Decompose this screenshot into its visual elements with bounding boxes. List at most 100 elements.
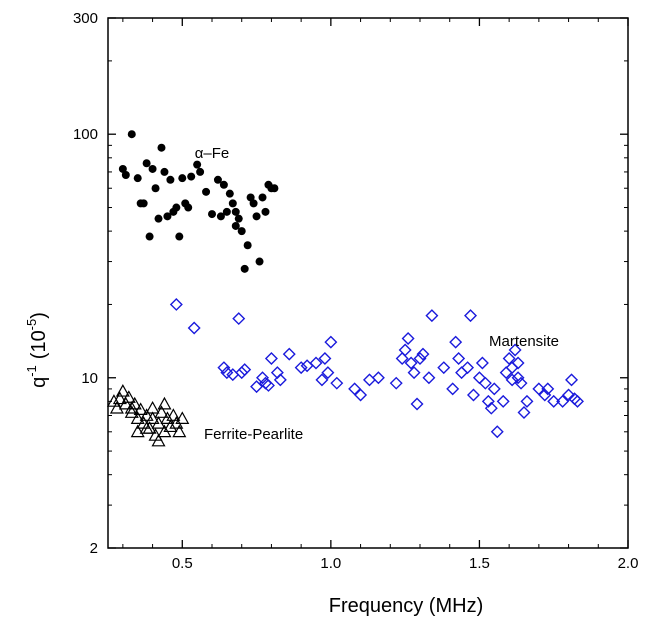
data-point [157, 143, 166, 152]
data-point [172, 424, 187, 438]
data-point [226, 368, 240, 382]
data-point [520, 394, 534, 408]
data-point [514, 376, 528, 390]
data-point [475, 356, 489, 370]
data-point [163, 419, 178, 433]
data-point [410, 397, 424, 411]
data-point [154, 405, 169, 418]
data-point [324, 335, 338, 349]
data-point [169, 416, 184, 429]
data-point [133, 402, 148, 416]
data-point [130, 424, 145, 438]
data-point [217, 361, 231, 375]
data-point [130, 411, 145, 424]
data-point [160, 411, 175, 424]
data-point [455, 366, 469, 380]
data-point [124, 405, 139, 418]
data-point [235, 366, 249, 380]
data-point [225, 189, 234, 198]
data-point [541, 382, 555, 396]
data-point [187, 321, 201, 335]
data-point [490, 425, 504, 439]
data-point [294, 361, 308, 375]
data-point [106, 394, 121, 407]
y-tick-label: 300 [73, 10, 98, 27]
data-point [208, 210, 216, 219]
y-tick-label: 2 [90, 540, 98, 557]
data-point [502, 351, 516, 365]
series-martensite [169, 297, 584, 439]
y-tick-label: 100 [73, 126, 98, 143]
series--fe [118, 130, 279, 273]
data-point [437, 361, 451, 375]
x-tick-label: 1.5 [469, 555, 490, 572]
data-point [261, 207, 270, 216]
data-point [213, 175, 222, 184]
data-point [142, 159, 151, 168]
data-point [422, 371, 436, 385]
data-point [446, 382, 460, 396]
data-point [315, 373, 329, 387]
data-point [145, 411, 160, 424]
data-point [252, 212, 261, 221]
data-point [166, 408, 181, 421]
data-point [243, 241, 252, 250]
data-point [133, 174, 142, 183]
data-point [121, 390, 136, 403]
data-point [166, 175, 175, 184]
x-tick-label: 0.5 [172, 555, 193, 572]
data-point [413, 351, 427, 365]
data-point [172, 203, 181, 212]
data-point [318, 351, 332, 365]
data-point [169, 297, 183, 311]
x-tick-label: 1.0 [320, 555, 341, 572]
data-point [321, 366, 335, 380]
x-tick-label: 2.0 [618, 555, 639, 572]
data-point [404, 356, 418, 370]
series-annotation: Martensite [489, 333, 559, 350]
data-point [246, 193, 255, 202]
data-point [127, 130, 136, 139]
data-point [139, 408, 154, 421]
data-point [472, 371, 486, 385]
data-point [118, 396, 133, 410]
data-point [517, 406, 531, 419]
x-axis-title: Frequency (MHz) [329, 595, 483, 617]
series-annotation: α–Fe [195, 145, 230, 162]
data-point [145, 232, 154, 241]
data-point [216, 212, 225, 221]
data-point [112, 391, 127, 405]
data-point [255, 257, 264, 266]
data-point [464, 309, 478, 323]
data-point [395, 351, 409, 365]
y-tick-label: 10 [81, 370, 98, 387]
data-point [250, 380, 264, 394]
data-point [124, 400, 139, 414]
data-point [270, 184, 279, 193]
data-point [401, 331, 415, 345]
data-point [416, 347, 430, 361]
data-point [478, 376, 492, 390]
series-ferrite-pearlite [106, 384, 190, 447]
data-point [139, 199, 148, 208]
data-point [371, 371, 385, 385]
data-point [219, 180, 228, 189]
data-point [154, 214, 163, 223]
data-point [487, 382, 501, 396]
data-point [175, 232, 184, 241]
data-point [449, 335, 463, 349]
data-point [348, 382, 362, 396]
data-point [187, 172, 196, 181]
data-point [511, 356, 525, 370]
data-point [264, 351, 278, 365]
data-point [547, 394, 561, 408]
data-point [237, 227, 246, 236]
data-point [425, 309, 439, 323]
data-point [256, 371, 270, 385]
data-point [234, 214, 243, 223]
data-point [258, 193, 267, 202]
data-point [157, 396, 172, 410]
data-point [282, 347, 296, 361]
data-point [481, 394, 495, 408]
